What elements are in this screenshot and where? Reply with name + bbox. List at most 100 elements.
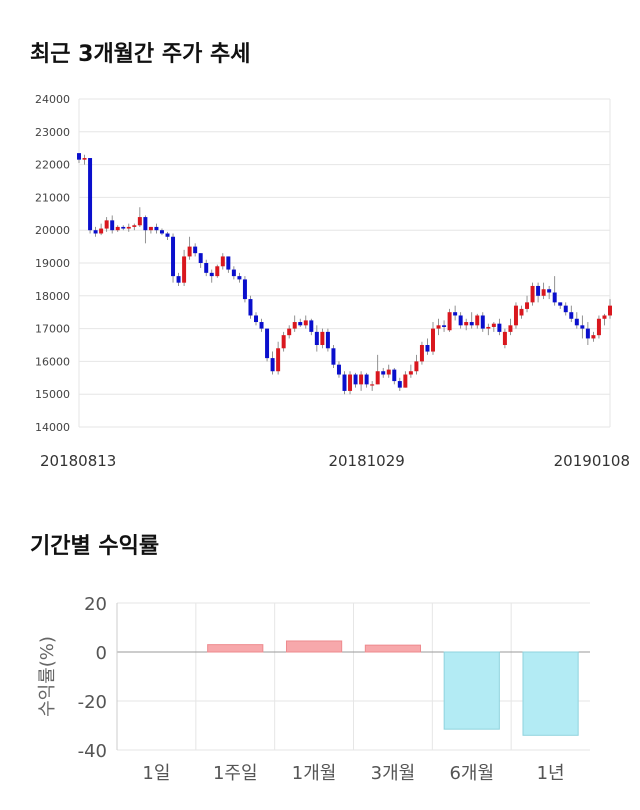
candle-body — [359, 374, 364, 385]
candle-body — [530, 285, 535, 303]
candle-body — [270, 358, 275, 372]
candle-body — [309, 320, 314, 332]
candle-body — [442, 325, 447, 327]
candle-body — [375, 371, 380, 385]
candle-body — [159, 230, 164, 234]
y-tick-label: 21000 — [35, 191, 70, 204]
y-tick-label: 0 — [96, 643, 107, 664]
candle-body — [248, 299, 253, 316]
candle-body — [342, 374, 347, 391]
candle-body — [491, 323, 496, 327]
candle-body — [386, 369, 391, 375]
candle-body — [176, 276, 181, 283]
candle-body — [220, 256, 225, 267]
candle-body — [596, 318, 601, 336]
candle-body — [425, 345, 430, 352]
y-tick-label: 16000 — [35, 355, 70, 368]
x-category-label: 1개월 — [292, 763, 337, 784]
candle-body — [519, 308, 524, 316]
price-chart-title: 최근 3개월간 주가 추세 — [30, 42, 251, 67]
candle-body — [364, 374, 369, 385]
y-tick-label: -40 — [78, 741, 107, 762]
candle-body — [464, 322, 469, 326]
candle-body — [242, 279, 247, 300]
candle-body — [276, 348, 281, 372]
candlestick-chart: 14000 15000 16000 17000 18000 19000 20000 21000… — [35, 93, 630, 470]
returns-bar-chart: -40 -20 0 20 1일 1주일 1개월 3개월 6개월 1년 수익률(%) — [37, 594, 590, 784]
y-tick-label: 17000 — [35, 323, 70, 336]
candle-body — [480, 315, 485, 329]
y-tick-label: 20 — [84, 594, 107, 615]
candle-body — [193, 246, 198, 254]
x-category-label: 1일 — [142, 763, 170, 784]
x-date-label: 20190108 — [554, 452, 630, 470]
x-category-label: 6개월 — [449, 763, 494, 784]
candle-body — [381, 371, 386, 375]
returns-chart-title: 기간별 수익률 — [30, 534, 160, 559]
candle-body — [303, 320, 308, 326]
candle-body — [536, 285, 541, 296]
candle-body — [397, 381, 402, 388]
candle-body — [143, 217, 148, 231]
candle-body — [204, 263, 209, 273]
candle-body — [392, 369, 397, 382]
candle-body — [336, 364, 341, 375]
candle-body — [403, 374, 408, 388]
candle-body — [259, 322, 264, 329]
candle-body — [475, 315, 480, 326]
candle-body — [132, 225, 137, 227]
candle-body — [298, 322, 303, 326]
candle-body — [231, 269, 236, 277]
candle-body — [525, 302, 530, 309]
y-tick-label: 15000 — [35, 388, 70, 401]
candle-body — [165, 233, 170, 237]
candle-body — [486, 326, 491, 329]
candle-body — [314, 331, 319, 345]
candle-body — [325, 331, 330, 349]
y-tick-label: 23000 — [35, 126, 70, 139]
candle-body — [226, 256, 231, 270]
candle-body — [88, 158, 93, 231]
candle-body — [265, 328, 270, 359]
y-tick-label: -20 — [78, 692, 107, 713]
candle-body — [254, 315, 258, 323]
return-bar — [364, 644, 422, 653]
y-tick-label: 20000 — [35, 224, 70, 237]
y-tick-label: 22000 — [35, 159, 70, 172]
candle-body — [431, 328, 435, 352]
candle-body — [436, 325, 441, 329]
candle-body — [608, 305, 612, 316]
return-bar — [207, 644, 264, 653]
candle-body — [331, 348, 336, 365]
x-category-label: 3개월 — [371, 763, 416, 784]
candle-body — [182, 256, 187, 283]
return-bar — [285, 640, 343, 653]
y-tick-label: 18000 — [35, 290, 70, 303]
y-tick-label: 19000 — [35, 257, 70, 270]
candle-body — [287, 328, 292, 336]
candle-body — [110, 220, 115, 231]
candle-body — [458, 315, 463, 326]
candle-body — [502, 331, 507, 345]
candle-body — [121, 226, 126, 229]
candle-body — [198, 253, 203, 263]
candle-body — [408, 371, 413, 375]
candle-body — [93, 230, 98, 234]
candle-body — [171, 236, 176, 277]
candle-body — [497, 323, 502, 332]
candle-body — [104, 220, 109, 229]
candle-body — [563, 305, 568, 313]
x-date-label: 20180813 — [40, 452, 116, 470]
candle-body — [115, 226, 120, 231]
candle-body — [237, 276, 242, 280]
candle-body — [353, 374, 358, 385]
candle-body — [574, 318, 579, 326]
candle-body — [370, 384, 375, 386]
candle-body — [348, 374, 353, 391]
candle-body — [541, 289, 546, 296]
candle-body — [154, 226, 159, 231]
candle-body — [148, 226, 153, 231]
candle-body — [414, 361, 419, 372]
candle-body — [602, 315, 607, 319]
candle-body — [187, 246, 192, 257]
